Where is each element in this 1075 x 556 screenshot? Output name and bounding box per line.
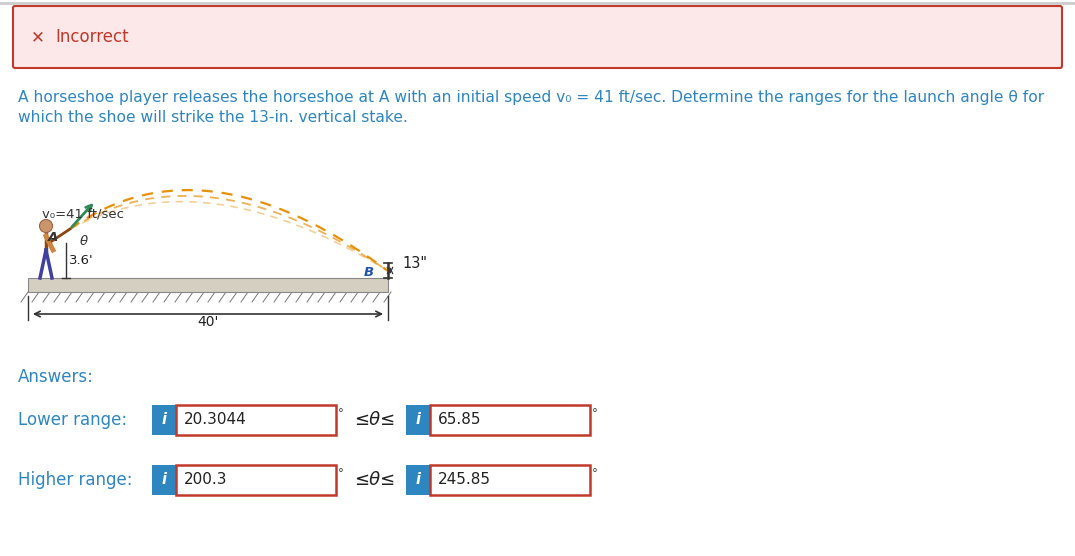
Text: which the shoe will strike the 13-in. vertical stake.: which the shoe will strike the 13-in. ve… — [18, 110, 407, 125]
Text: °: ° — [338, 407, 344, 420]
Text: 200.3: 200.3 — [184, 473, 228, 488]
FancyBboxPatch shape — [176, 405, 336, 435]
FancyBboxPatch shape — [152, 465, 176, 495]
FancyBboxPatch shape — [430, 405, 590, 435]
Text: °: ° — [592, 467, 598, 480]
Text: A horseshoe player releases the horseshoe at A with an initial speed v₀ = 41 ft/: A horseshoe player releases the horsesho… — [18, 90, 1044, 105]
Text: A: A — [47, 231, 58, 244]
Text: θ: θ — [80, 235, 88, 248]
Text: ✕: ✕ — [31, 28, 45, 46]
FancyBboxPatch shape — [406, 405, 430, 435]
Text: 245.85: 245.85 — [438, 473, 491, 488]
Text: B: B — [363, 266, 374, 280]
Text: i: i — [161, 413, 167, 428]
Text: 65.85: 65.85 — [438, 413, 482, 428]
Text: i: i — [416, 413, 420, 428]
FancyBboxPatch shape — [152, 405, 176, 435]
Text: Higher range:: Higher range: — [18, 471, 132, 489]
Text: °: ° — [592, 407, 598, 420]
FancyBboxPatch shape — [430, 465, 590, 495]
FancyBboxPatch shape — [176, 465, 336, 495]
Text: i: i — [161, 473, 167, 488]
Text: °: ° — [338, 467, 344, 480]
Text: ≤θ≤: ≤θ≤ — [354, 471, 396, 489]
FancyBboxPatch shape — [28, 278, 388, 292]
FancyBboxPatch shape — [13, 6, 1062, 68]
Text: Answers:: Answers: — [18, 368, 94, 386]
Text: 13": 13" — [402, 256, 427, 271]
Text: i: i — [416, 473, 420, 488]
Text: Incorrect: Incorrect — [55, 28, 129, 46]
FancyBboxPatch shape — [406, 465, 430, 495]
Text: ≤θ≤: ≤θ≤ — [354, 411, 396, 429]
Text: v₀=41 ft/sec: v₀=41 ft/sec — [42, 207, 124, 221]
Text: 20.3044: 20.3044 — [184, 413, 247, 428]
Text: Lower range:: Lower range: — [18, 411, 127, 429]
Text: 40': 40' — [198, 315, 218, 329]
Circle shape — [40, 220, 53, 232]
Text: 3.6': 3.6' — [69, 254, 94, 267]
